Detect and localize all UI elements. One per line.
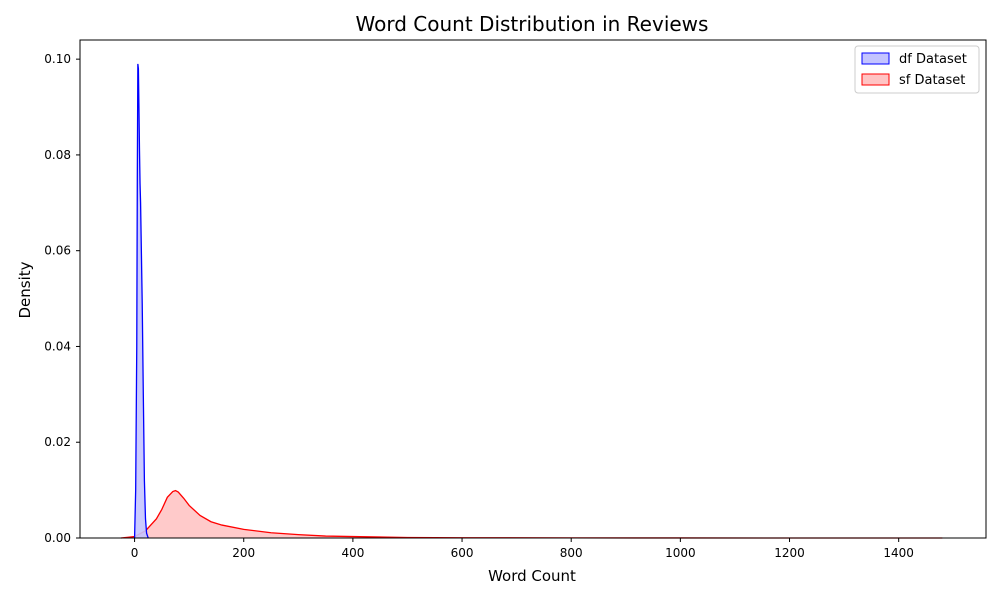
x-tick-label: 800 <box>560 546 583 560</box>
series-layer <box>120 63 943 539</box>
x-tick-label: 600 <box>451 546 474 560</box>
series-area-df <box>134 63 149 538</box>
x-tick-label: 1000 <box>665 546 696 560</box>
legend-label-df: df Dataset <box>899 52 967 67</box>
x-tick-label: 0 <box>131 546 139 560</box>
x-tick-label: 1400 <box>883 546 914 560</box>
y-axis: 0.00 0.02 0.04 0.06 0.08 0.10 <box>44 52 80 545</box>
y-tick-label: 0.08 <box>44 148 71 162</box>
x-axis: 0 200 400 600 800 1000 1200 1400 <box>131 538 914 560</box>
y-axis-label: Density <box>16 261 34 318</box>
x-axis-label: Word Count <box>488 567 576 585</box>
y-tick-label: 0.06 <box>44 244 71 258</box>
chart-title: Word Count Distribution in Reviews <box>356 12 709 36</box>
x-tick-label: 1200 <box>774 546 805 560</box>
y-tick-label: 0.04 <box>44 339 71 353</box>
plot-frame <box>79 39 987 539</box>
y-tick-label: 0.02 <box>44 435 71 449</box>
legend-swatch-df <box>861 52 890 65</box>
legend-label-sf: sf Dataset <box>899 73 965 88</box>
legend-swatch-sf <box>861 73 890 86</box>
y-tick-label: 0.00 <box>44 531 71 545</box>
legend: df Dataset sf Dataset <box>854 45 980 94</box>
x-tick-label: 200 <box>232 546 255 560</box>
series-line-df <box>133 63 149 539</box>
plot-area <box>79 39 987 539</box>
x-tick-label: 400 <box>341 546 364 560</box>
y-tick-label: 0.10 <box>44 52 71 66</box>
series-area-sf <box>120 490 943 538</box>
